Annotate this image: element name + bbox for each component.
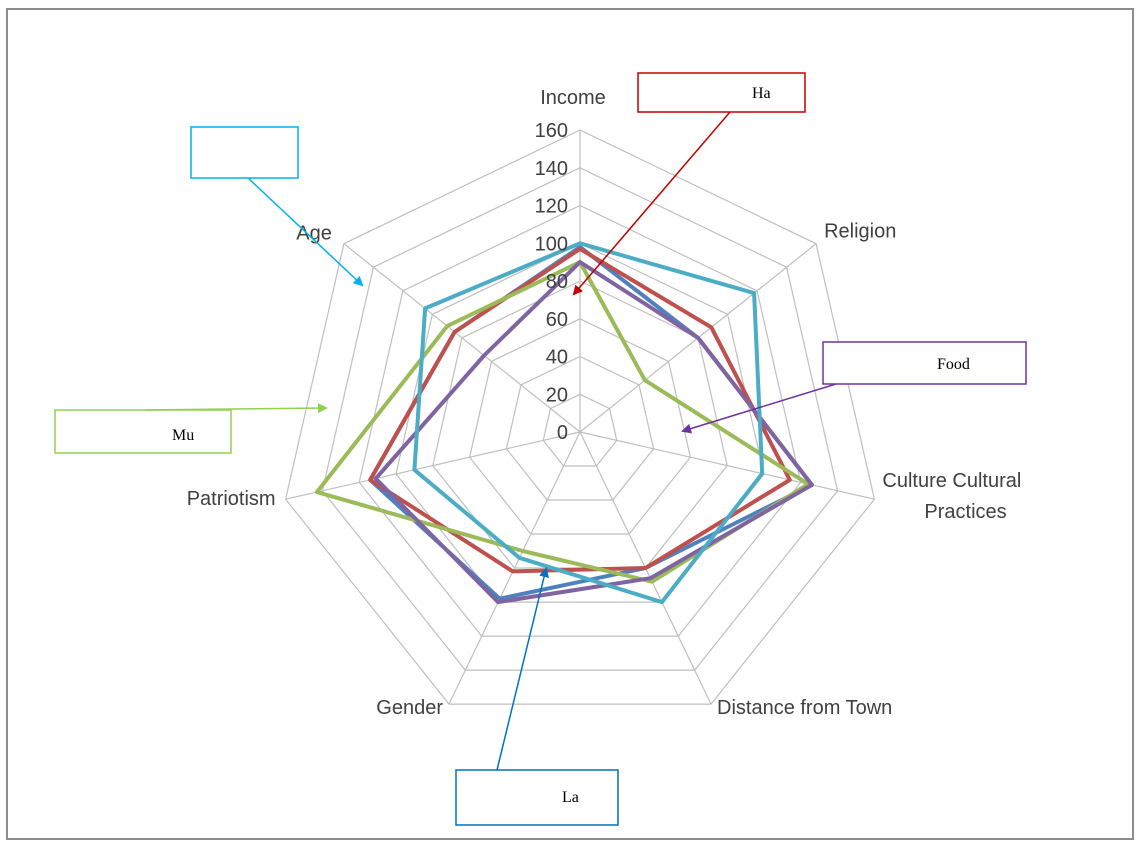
category-label: Distance from Town — [717, 697, 892, 719]
category-label: Culture Cultural Practices — [882, 470, 1021, 523]
tick-labels: 0 20 40 60 80 100 120 140 160 — [535, 120, 568, 444]
category-label: Patriotism — [187, 488, 276, 510]
grid-spoke — [343, 243, 581, 433]
tick-label: 20 — [546, 384, 568, 406]
series-layer — [314, 241, 814, 605]
tick-label: 140 — [535, 158, 568, 180]
callout-mu: Mu — [54, 403, 328, 454]
series-line — [373, 260, 814, 605]
grid-spoke — [285, 431, 581, 500]
category-label: Gender — [376, 697, 443, 719]
grid-spoke — [579, 431, 875, 500]
grid-ring — [358, 204, 802, 637]
series-line — [368, 246, 792, 574]
callout-la-arrow — [496, 567, 549, 771]
tick-label: 80 — [546, 271, 568, 293]
category-label: Income — [540, 87, 606, 109]
tick-label: 120 — [535, 196, 568, 218]
series-line — [314, 260, 811, 584]
callout-food-arrow — [681, 383, 837, 434]
tick-label: 160 — [535, 120, 568, 142]
category-label: Age — [296, 223, 332, 245]
callout-mu-arrow — [144, 403, 328, 414]
tick-label: 40 — [546, 347, 568, 369]
callout-ha-text: Ha — [752, 85, 771, 102]
callout-la-text: La — [562, 789, 579, 806]
callout-age — [190, 126, 364, 287]
grid-ring — [284, 129, 876, 705]
grid-ring — [505, 355, 655, 501]
tick-label: 60 — [546, 309, 568, 331]
grid-ring — [395, 242, 765, 603]
callout-ha: Ha — [572, 72, 806, 296]
grid-spoke — [448, 431, 581, 705]
callout-ha-arrow — [572, 111, 731, 296]
series-line — [412, 241, 765, 605]
callout-mu-text: Mu — [172, 427, 194, 444]
callout-la: La — [455, 567, 619, 826]
callout-age-arrow — [247, 177, 364, 287]
grid-ring — [542, 393, 618, 467]
callouts: Ha Food Mu La — [54, 72, 1027, 826]
callout-food: Food — [681, 341, 1027, 434]
tick-label: 100 — [535, 233, 568, 255]
callout-food-text: Food — [937, 356, 970, 373]
grid-ring — [468, 318, 692, 535]
category-label: Religion — [824, 221, 896, 243]
tick-label: 0 — [557, 422, 568, 444]
category-labels: Income Religion Culture Cultural Practices D… — [187, 87, 1022, 719]
grid-ring — [321, 167, 839, 671]
